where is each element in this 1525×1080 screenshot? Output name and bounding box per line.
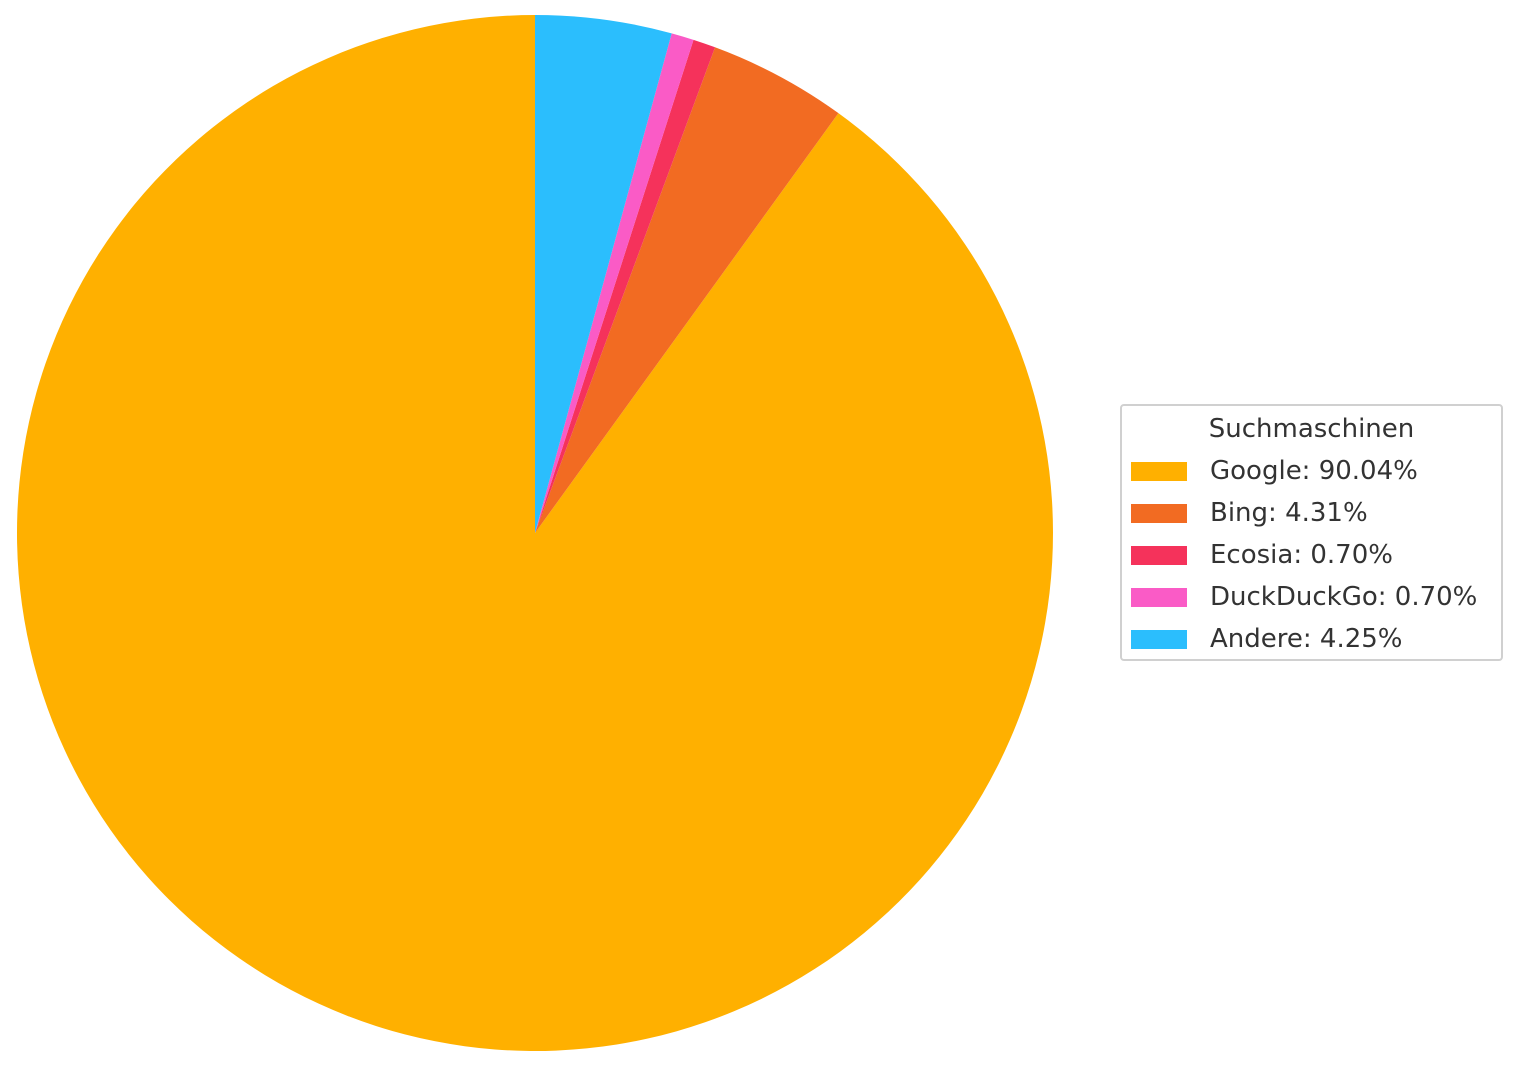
legend-label-duckduckgo: DuckDuckGo: 0.70% — [1210, 582, 1478, 612]
legend-label-andere: Andere: 4.25% — [1210, 624, 1403, 654]
legend-swatch-google — [1131, 461, 1187, 481]
pie-slice-andere — [535, 15, 672, 533]
legend-item-andere: Andere: 4.25% — [1131, 624, 1403, 654]
legend-item-google: Google: 90.04% — [1131, 456, 1418, 486]
legend: Suchmaschinen Google: 90.04% Bing: 4.31%… — [1120, 404, 1503, 661]
legend-item-duckduckgo: DuckDuckGo: 0.70% — [1131, 582, 1477, 612]
legend-label-ecosia: Ecosia: 0.70% — [1210, 540, 1393, 570]
legend-label-google: Google: 90.04% — [1210, 456, 1418, 486]
pie-slice-google — [16, 15, 1053, 1051]
pie-slice-duckduckgo — [535, 33, 694, 534]
pie-slices — [16, 15, 1053, 1051]
legend-swatch-andere — [1131, 629, 1187, 649]
legend-label-bing: Bing: 4.31% — [1210, 498, 1368, 528]
legend-item-ecosia: Ecosia: 0.70% — [1131, 540, 1393, 570]
legend-swatch-bing — [1131, 503, 1187, 523]
legend-swatch-ecosia — [1131, 545, 1187, 565]
legend-item-bing: Bing: 4.31% — [1131, 498, 1368, 528]
pie-slice-bing — [535, 47, 839, 534]
legend-swatch-duckduckgo — [1131, 587, 1187, 607]
pie-slice-ecosia — [535, 39, 716, 533]
legend-title: Suchmaschinen — [1208, 414, 1415, 444]
